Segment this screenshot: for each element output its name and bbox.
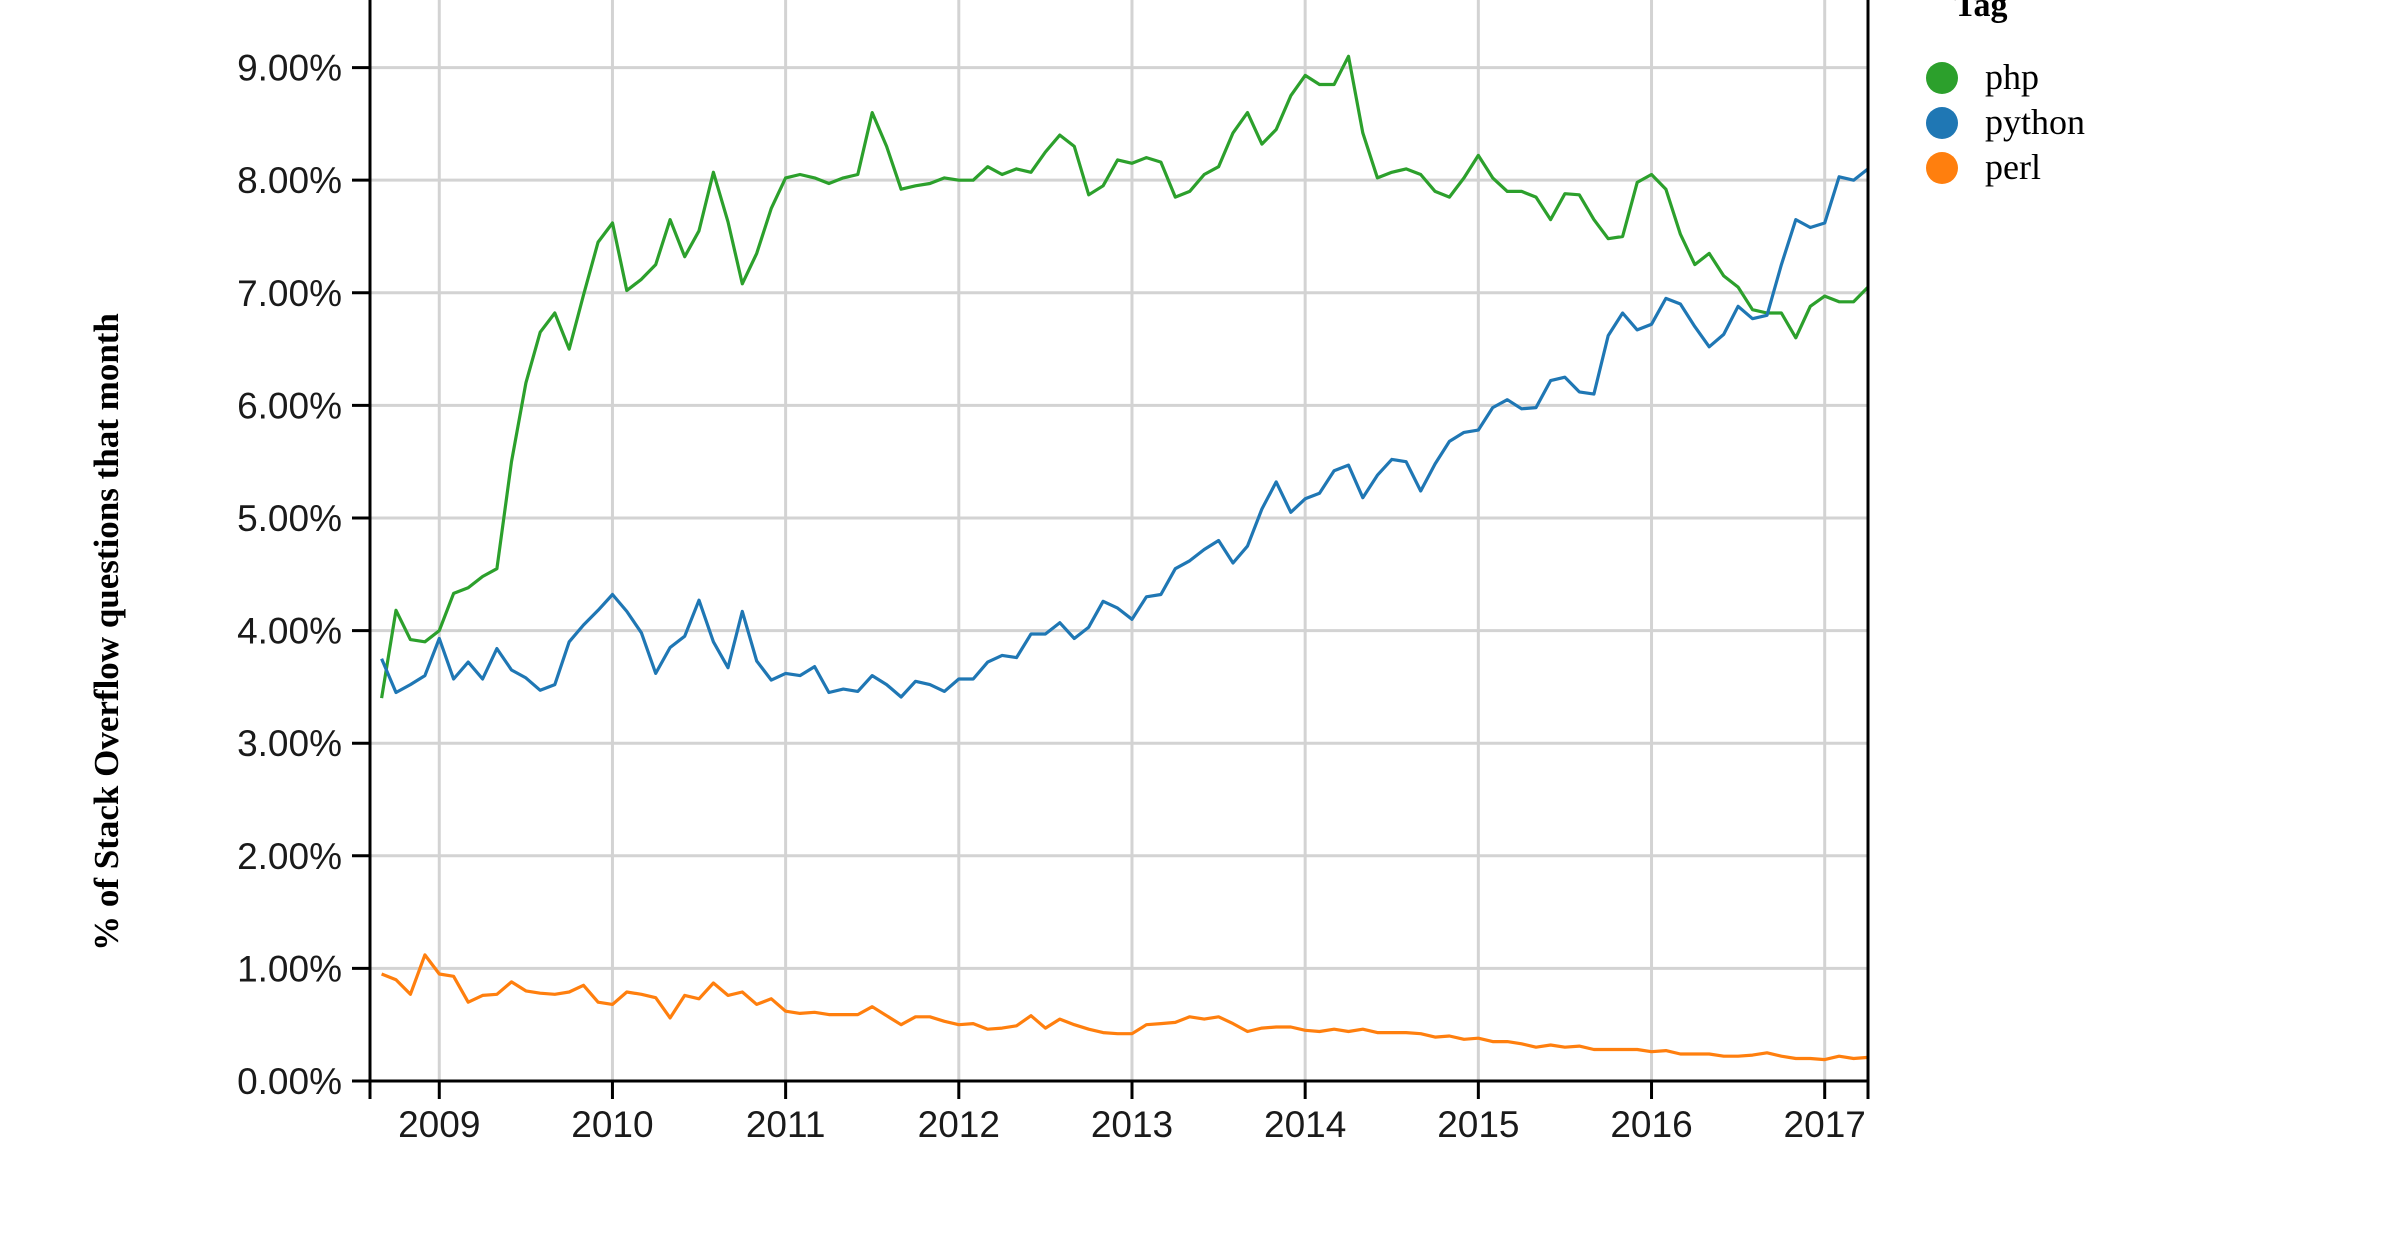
- x-tick-label: 2009: [398, 1104, 480, 1145]
- gridlines: [370, 0, 1868, 1083]
- x-tick-label: 2016: [1610, 1104, 1692, 1145]
- y-tick-label: 8.00%: [237, 160, 342, 201]
- legend-swatch-php: [1926, 62, 1958, 94]
- legend-title: Tag: [1954, 0, 2008, 24]
- y-tick-label: 2.00%: [237, 836, 342, 877]
- legend-label-python: python: [1985, 102, 2085, 142]
- y-tick-label: 5.00%: [237, 498, 342, 539]
- y-tick-label: 7.00%: [237, 273, 342, 314]
- y-tick-label: 4.00%: [237, 611, 342, 652]
- legend-label-php: php: [1985, 57, 2039, 97]
- legend: Tag php python perl: [1926, 0, 2085, 187]
- x-tick-label: 2015: [1437, 1104, 1519, 1145]
- x-tick-label: 2012: [918, 1104, 1000, 1145]
- legend-label-perl: perl: [1985, 147, 2041, 187]
- series-lines: [380, 54, 1870, 1062]
- x-tick-label: 2013: [1091, 1104, 1173, 1145]
- y-axis-label: % of Stack Overflow questions that month: [87, 313, 126, 951]
- x-tick-label: 2014: [1264, 1104, 1346, 1145]
- legend-swatch-python: [1926, 107, 1958, 139]
- y-tick-label: 6.00%: [237, 385, 342, 426]
- y-tick-label: 3.00%: [237, 723, 342, 764]
- axes: 0.00% 1.00% 2.00% 3.00% 4.00% 5.00% 6.00% 7.00%…: [237, 0, 1870, 1145]
- series-line-python: [380, 167, 1869, 699]
- x-tick-label: 2011: [746, 1104, 826, 1145]
- series-line-perl: [381, 953, 1869, 1062]
- series-line-php: [380, 54, 1870, 699]
- x-tick-label: 2010: [571, 1104, 653, 1145]
- y-tick-label: 0.00%: [237, 1061, 342, 1102]
- legend-swatch-perl: [1926, 152, 1958, 184]
- y-tick-label: 1.00%: [237, 948, 342, 989]
- y-tick-label: 9.00%: [237, 48, 342, 89]
- x-tick-label: 2017: [1784, 1104, 1866, 1145]
